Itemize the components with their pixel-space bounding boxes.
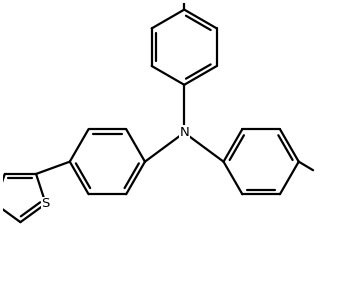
Text: N: N — [179, 126, 189, 139]
Text: S: S — [41, 197, 50, 210]
